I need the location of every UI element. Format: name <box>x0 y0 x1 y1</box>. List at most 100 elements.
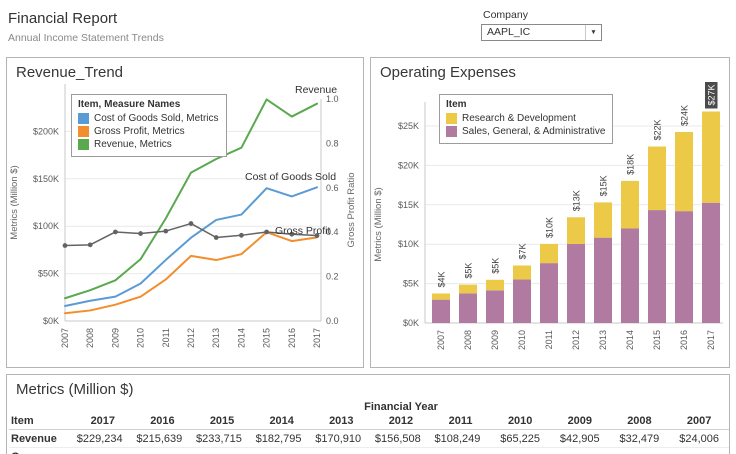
year-column-header[interactable]: 2016 <box>132 414 193 430</box>
year-column-header[interactable]: 2014 <box>251 414 312 430</box>
table-cell[interactable]: $182,795 <box>255 432 302 445</box>
legend-label-gross-profit: Gross Profit, Metrics <box>94 126 185 137</box>
svg-text:2010: 2010 <box>136 328 146 348</box>
svg-text:$7K: $7K <box>518 243 528 259</box>
legend-item-revenue[interactable]: Revenue, Metrics <box>78 139 219 150</box>
table-cell[interactable]: $25,684 <box>490 448 550 454</box>
svg-text:$4K: $4K <box>437 271 447 287</box>
year-column-header[interactable]: 2013 <box>311 414 372 430</box>
table-cell[interactable]: $108,249 <box>434 432 481 445</box>
svg-text:$5K: $5K <box>464 263 474 279</box>
table-cell[interactable]: $93,626 <box>192 448 252 454</box>
table-cell[interactable]: $43,818 <box>431 448 491 454</box>
legend-swatch-revenue <box>78 139 89 150</box>
company-filter-label: Company <box>483 9 528 21</box>
svg-text:2013: 2013 <box>211 328 221 348</box>
svg-text:2012: 2012 <box>186 328 196 348</box>
svg-text:$0K: $0K <box>43 316 59 326</box>
svg-text:2014: 2014 <box>625 330 635 350</box>
table-cell[interactable]: $32,479 <box>619 432 660 445</box>
company-dropdown-value: AAPL_IC <box>487 26 531 38</box>
svg-text:2007: 2007 <box>60 328 70 348</box>
table-cell[interactable]: $8,154 <box>669 448 729 454</box>
svg-text:2016: 2016 <box>287 328 297 348</box>
table-cell[interactable]: $64,304 <box>312 448 372 454</box>
svg-text:$150K: $150K <box>33 174 59 184</box>
table-cell[interactable]: $17,222 <box>550 448 610 454</box>
table-cell[interactable]: $84,263 <box>133 448 193 454</box>
operating-expenses-title: Operating Expenses <box>380 64 516 81</box>
svg-text:2011: 2011 <box>161 328 171 347</box>
svg-text:$10K: $10K <box>398 239 419 249</box>
table-cell[interactable]: $156,508 <box>374 432 421 445</box>
legend-item-rnd[interactable]: Research & Development <box>446 113 605 124</box>
svg-text:2017: 2017 <box>312 328 322 348</box>
company-dropdown[interactable]: AAPL_IC ▼ <box>481 24 602 41</box>
year-column-header[interactable]: 2010 <box>490 414 550 430</box>
legend-item-gross-profit[interactable]: Gross Profit, Metrics <box>78 126 219 137</box>
page-title: Financial Report <box>8 10 118 27</box>
legend-item-cogs[interactable]: Cost of Goods Sold, Metrics <box>78 113 219 124</box>
svg-text:2009: 2009 <box>110 328 120 348</box>
svg-text:$5K: $5K <box>403 279 419 289</box>
svg-text:2010: 2010 <box>517 330 527 350</box>
svg-text:0.6: 0.6 <box>326 183 339 193</box>
svg-text:0.4: 0.4 <box>326 227 339 237</box>
revenue-trend-title: Revenue_Trend <box>16 64 124 81</box>
svg-text:$22K: $22K <box>653 119 663 140</box>
year-column-header[interactable]: 2008 <box>609 414 670 430</box>
svg-text:$50K: $50K <box>38 269 59 279</box>
item-column-header[interactable]: Item <box>9 414 73 430</box>
svg-text:$15K: $15K <box>599 175 609 196</box>
legend-swatch-cogs <box>78 113 89 124</box>
svg-text:Gross Profit Ratio: Gross Profit Ratio <box>346 173 357 248</box>
legend-label-revenue: Revenue, Metrics <box>94 139 172 150</box>
row-label[interactable]: Gross Profit <box>9 448 73 454</box>
legend-label-sga: Sales, General, & Administrative <box>462 126 606 137</box>
svg-text:$10K: $10K <box>545 217 555 238</box>
legend-title: Item <box>446 99 467 110</box>
metrics-table: Financial Year Item 2017 2016 2015 2014 2013 20… <box>9 399 729 454</box>
opex-legend: Item Research & Development Sales, Gener… <box>439 94 614 144</box>
table-cell[interactable]: $229,234 <box>76 432 123 445</box>
table-cell[interactable]: $24,006 <box>679 432 719 445</box>
revenue-trend-chart[interactable]: $0K $50K $100K $150K $200K 0.0 0.2 0.4 0.6 0.8 1.0… <box>7 82 363 365</box>
revenue-legend: Item, Measure Names Cost of Goods Sold, … <box>71 94 227 157</box>
legend-item-sga[interactable]: Sales, General, & Administrative <box>446 126 605 137</box>
year-column-header[interactable]: 2011 <box>430 414 491 430</box>
svg-text:$5K: $5K <box>491 258 501 274</box>
table-cell[interactable]: $68,662 <box>371 448 431 454</box>
svg-text:2008: 2008 <box>85 328 95 348</box>
svg-text:Metrics (Million $): Metrics (Million $) <box>373 187 384 261</box>
svg-text:$18K: $18K <box>626 154 636 175</box>
legend-swatch-sga <box>446 126 457 137</box>
year-column-header[interactable]: 2009 <box>550 414 610 430</box>
table-row: Revenue $229,234 $215,639 $233,715 $182,795 $… <box>9 430 729 448</box>
table-cell[interactable]: $70,537 <box>252 448 312 454</box>
metrics-table-panel: Metrics (Million $) Financial Year Item 20… <box>6 374 730 454</box>
table-cell[interactable]: $233,715 <box>195 432 242 445</box>
table-cell[interactable]: $88,186 <box>73 448 133 454</box>
table-cell[interactable]: $11,145 <box>610 448 670 454</box>
table-cell[interactable]: $65,225 <box>500 432 540 445</box>
svg-text:$25K: $25K <box>398 121 419 131</box>
table-cell[interactable]: $170,910 <box>315 432 362 445</box>
year-column-header[interactable]: 2017 <box>73 414 133 430</box>
annotation-cost-of-goods-sold: Cost of Goods Sold <box>245 171 337 183</box>
svg-text:$24K: $24K <box>680 105 690 126</box>
chevron-down-icon[interactable]: ▼ <box>585 25 601 40</box>
year-column-header[interactable]: 2007 <box>669 414 729 430</box>
svg-text:$200K: $200K <box>33 126 59 136</box>
svg-text:$0K: $0K <box>403 318 419 328</box>
svg-text:2008: 2008 <box>463 330 473 350</box>
svg-text:$15K: $15K <box>398 200 419 210</box>
corner-cell <box>9 399 73 414</box>
year-column-header[interactable]: 2012 <box>371 414 431 430</box>
svg-text:0.8: 0.8 <box>326 138 339 148</box>
year-column-header[interactable]: 2015 <box>192 414 252 430</box>
row-label[interactable]: Revenue <box>11 432 57 445</box>
operating-expenses-chart[interactable]: $0K $5K $10K $15K $20K $25K 2007 2008 2009 2010 20… <box>371 82 729 365</box>
svg-text:2015: 2015 <box>652 330 662 350</box>
table-cell[interactable]: $215,639 <box>136 432 183 445</box>
table-cell[interactable]: $42,905 <box>559 432 600 445</box>
